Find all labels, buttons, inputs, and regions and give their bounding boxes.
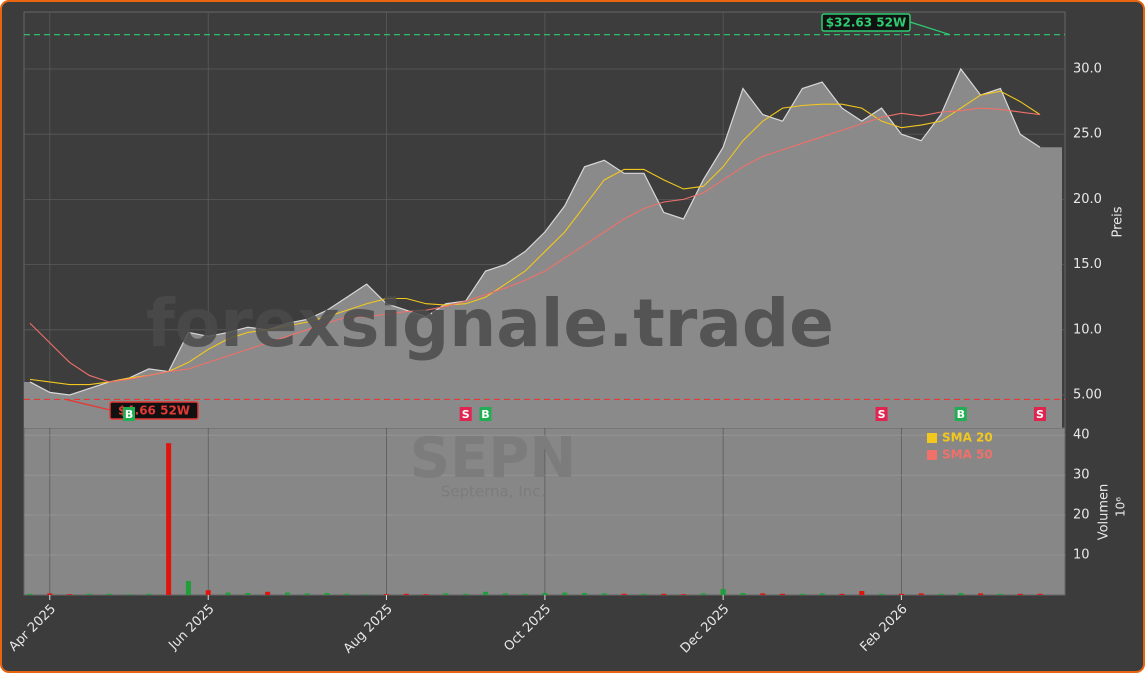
high-label-box [821,13,911,32]
volume-bar [27,593,33,595]
volume-bar [879,593,885,595]
volume-bar [146,593,152,595]
legend-swatch [927,450,937,460]
company-watermark: Septerna, Inc. [441,483,545,501]
volume-bar [403,593,409,595]
signal-label: B [481,408,489,421]
y-tick-label: 30 [1073,468,1090,483]
volume-bar [799,593,805,595]
volume-bar [166,443,172,595]
volume-bar [601,593,607,595]
signal-box [1034,407,1046,421]
volume-bar [364,594,370,595]
volume-unit: 10⁶ [1114,497,1128,517]
volume-bar [582,593,588,595]
volume-bar [997,593,1003,595]
volume-bar [958,593,964,595]
volume-bar [522,593,528,595]
high-arrow [909,21,951,36]
volume-bar [859,591,865,595]
volume-bar [463,593,469,595]
volume-bar [344,593,350,595]
volume-bar [443,593,449,595]
y-tick-label: 25.0 [1073,127,1102,142]
legend-swatch [927,433,937,443]
high-label: $32.63 52W [826,16,906,30]
signal-box [875,407,888,421]
y-tick-label: 40 [1073,428,1090,443]
y-tick-label: 10 [1073,548,1090,563]
volume-bar [225,592,231,595]
volume-bar [780,593,786,595]
y-tick-label: 15.0 [1073,257,1102,272]
signal-label: S [878,408,886,421]
volume-bar [67,594,73,595]
volume-bar [1017,593,1023,595]
signal-box [479,407,492,421]
signal-box [459,407,472,421]
volume-bar [423,594,429,595]
volume-bar [978,593,984,595]
volume-bar [918,593,924,595]
volume-bar [720,589,726,595]
volume-bar [324,593,330,595]
volume-bar [760,593,766,595]
y-tick-label: 20.0 [1073,192,1102,207]
watermark: forexsignale.trade [146,285,834,362]
volume-bar [740,593,746,595]
volume-bar [938,593,944,595]
y-tick-label: 20 [1073,508,1090,523]
volume-bar [284,592,290,595]
volume-bar [205,590,211,595]
volume-bar [661,593,667,595]
volume-axis-label: Volumen [1097,484,1112,541]
volume-bar [641,593,647,595]
signal-label: S [462,408,470,421]
volume-bar [839,593,845,595]
y-tick-label: 5.00 [1073,388,1102,403]
volume-bar [621,593,627,595]
volume-bar [383,594,389,595]
signal-label: B [125,408,133,421]
signal-label: S [1036,408,1044,421]
signal-label: B [957,408,965,421]
volume-bar [86,593,92,595]
ticker-watermark: SEPN [410,426,577,491]
volume-bar [126,594,132,595]
sma-line [29,90,1041,386]
volume-bar [681,594,687,595]
volume-bar [502,593,508,595]
y-tick-label: 30.0 [1073,61,1102,76]
signal-box [123,407,136,421]
legend-label: SMA 20 [942,431,993,445]
price-area [24,68,1062,428]
low-arrow [65,398,111,411]
y-tick-label: 10.0 [1073,322,1102,337]
signal-box [954,407,967,421]
volume-bar [47,593,53,595]
volume-bar [1037,593,1043,595]
volume-bar [482,591,488,595]
volume-bar [819,593,825,595]
volume-bar [542,593,548,595]
sma-line [29,107,1041,383]
legend-label: SMA 50 [942,448,993,462]
low-label: $4.66 52W [118,404,190,418]
volume-bar [700,593,706,595]
volume-bar [245,593,251,595]
volume-bar [562,592,568,595]
volume-bar [106,593,112,595]
volume-bar [185,581,191,595]
volume-bar [304,593,310,595]
y-axis-label: Preis [1111,206,1126,237]
volume-bar [265,591,271,595]
volume-bar [898,593,904,595]
